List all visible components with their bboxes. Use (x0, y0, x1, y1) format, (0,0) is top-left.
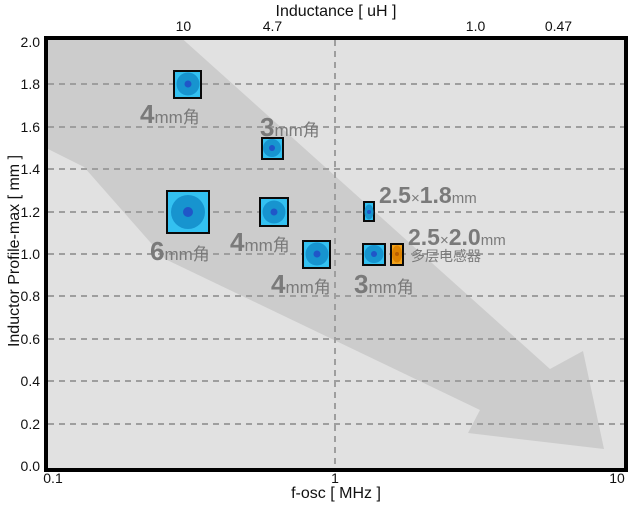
marker-4mm角 (173, 69, 203, 99)
marker-dot (370, 251, 377, 257)
point-label-3mm角: 3mm角 (354, 271, 414, 297)
marker-3mm角 (260, 136, 284, 160)
label-unit: mm (451, 190, 477, 207)
y-tick-label: 1.0 (20, 246, 40, 262)
marker-4mm角 (302, 239, 332, 269)
label-number: 2.5 (379, 182, 411, 208)
gridline-horizontal (48, 83, 624, 86)
label-unit: mm角 (368, 278, 414, 297)
marker-dot (367, 209, 371, 214)
point-label-6mm角: 6mm角 (150, 238, 210, 264)
x-tick-label: 1 (331, 470, 339, 486)
x-tick-label: 10 (609, 470, 625, 486)
point-label-4mm角: 4mm角 (140, 101, 200, 127)
marker-2.5×2.0mm (390, 242, 405, 266)
x-tick-label: 0.1 (43, 470, 63, 486)
marker-2.5×1.8mm (363, 201, 375, 223)
y-tick-label: 1.4 (20, 161, 40, 178)
gridline-horizontal (48, 253, 624, 255)
marker-4mm角 (259, 196, 290, 227)
inductance-tick-label: 1.0 (465, 18, 486, 34)
marker-6mm角 (165, 189, 210, 234)
y-tick-label: 0.4 (20, 373, 40, 390)
marker-dot (184, 80, 192, 88)
label-number: 3 (260, 112, 275, 142)
label-unit: mm角 (154, 108, 200, 127)
y-tick-label: 1.8 (20, 76, 40, 93)
point-label-2.5×2.0mm: 2.5×2.0mm (408, 226, 506, 249)
gridline-horizontal (48, 168, 624, 171)
marker-dot (313, 250, 321, 258)
label-unit: mm角 (285, 278, 331, 297)
point-sublabel-2.5×2.0mm: 多层电感器 (411, 248, 481, 264)
marker-dot (395, 252, 400, 256)
marker-3mm角 (361, 242, 386, 266)
inductance-tick-label: 10 (175, 18, 192, 34)
gridline-horizontal (48, 125, 624, 128)
label-number: 4 (271, 269, 286, 299)
plot-area: 4mm角 3mm角 6mm角 4mm角 4mm角 3mm角 2.5×1.8mm 2.5×2.0… (44, 36, 628, 472)
y-tick-label: 0.6 (20, 330, 40, 347)
inductance-tick-label: 0.47 (544, 18, 573, 34)
y-tick-label: 0.2 (20, 415, 40, 432)
label-unit: × (439, 232, 449, 249)
y-tick-label: 0.0 (20, 458, 40, 474)
gridline-vertical (334, 40, 336, 468)
label-number: 4 (140, 99, 155, 129)
label-number: 1.8 (419, 182, 452, 208)
point-label-3mm角: 3mm角 (260, 114, 320, 140)
point-label-4mm角: 4mm角 (230, 229, 290, 255)
label-number: 4 (230, 227, 245, 257)
label-unit: mm角 (244, 236, 290, 255)
inductance-tick-label: 4.7 (262, 18, 283, 34)
top-axis-title: Inductance [ uH ] (275, 3, 397, 20)
label-number: 2.5 (408, 224, 440, 250)
gridline-horizontal (48, 337, 624, 340)
point-label-2.5×1.8mm: 2.5×1.8mm (379, 184, 477, 207)
gridline-horizontal (48, 210, 624, 213)
label-number: 6 (150, 236, 165, 266)
y-tick-label: 1.2 (20, 203, 40, 220)
gridline-horizontal (48, 380, 624, 383)
point-label-4mm角: 4mm角 (271, 271, 331, 297)
y-tick-label: 0.8 (20, 288, 40, 305)
gridline-horizontal (48, 422, 624, 425)
label-number: 2.0 (448, 224, 481, 250)
marker-dot (270, 208, 278, 216)
y-tick-label: 2.0 (20, 34, 40, 50)
y-tick-label: 1.6 (20, 118, 40, 135)
marker-dot (269, 145, 276, 151)
label-unit: mm角 (274, 121, 320, 140)
label-unit: mm (480, 232, 506, 249)
marker-dot (182, 206, 193, 217)
label-unit: × (410, 190, 420, 207)
label-unit: mm角 (164, 245, 210, 264)
x-axis-title: f-osc [ MHz ] (291, 485, 381, 502)
label-number: 3 (354, 269, 369, 299)
gridline-horizontal (48, 295, 624, 298)
